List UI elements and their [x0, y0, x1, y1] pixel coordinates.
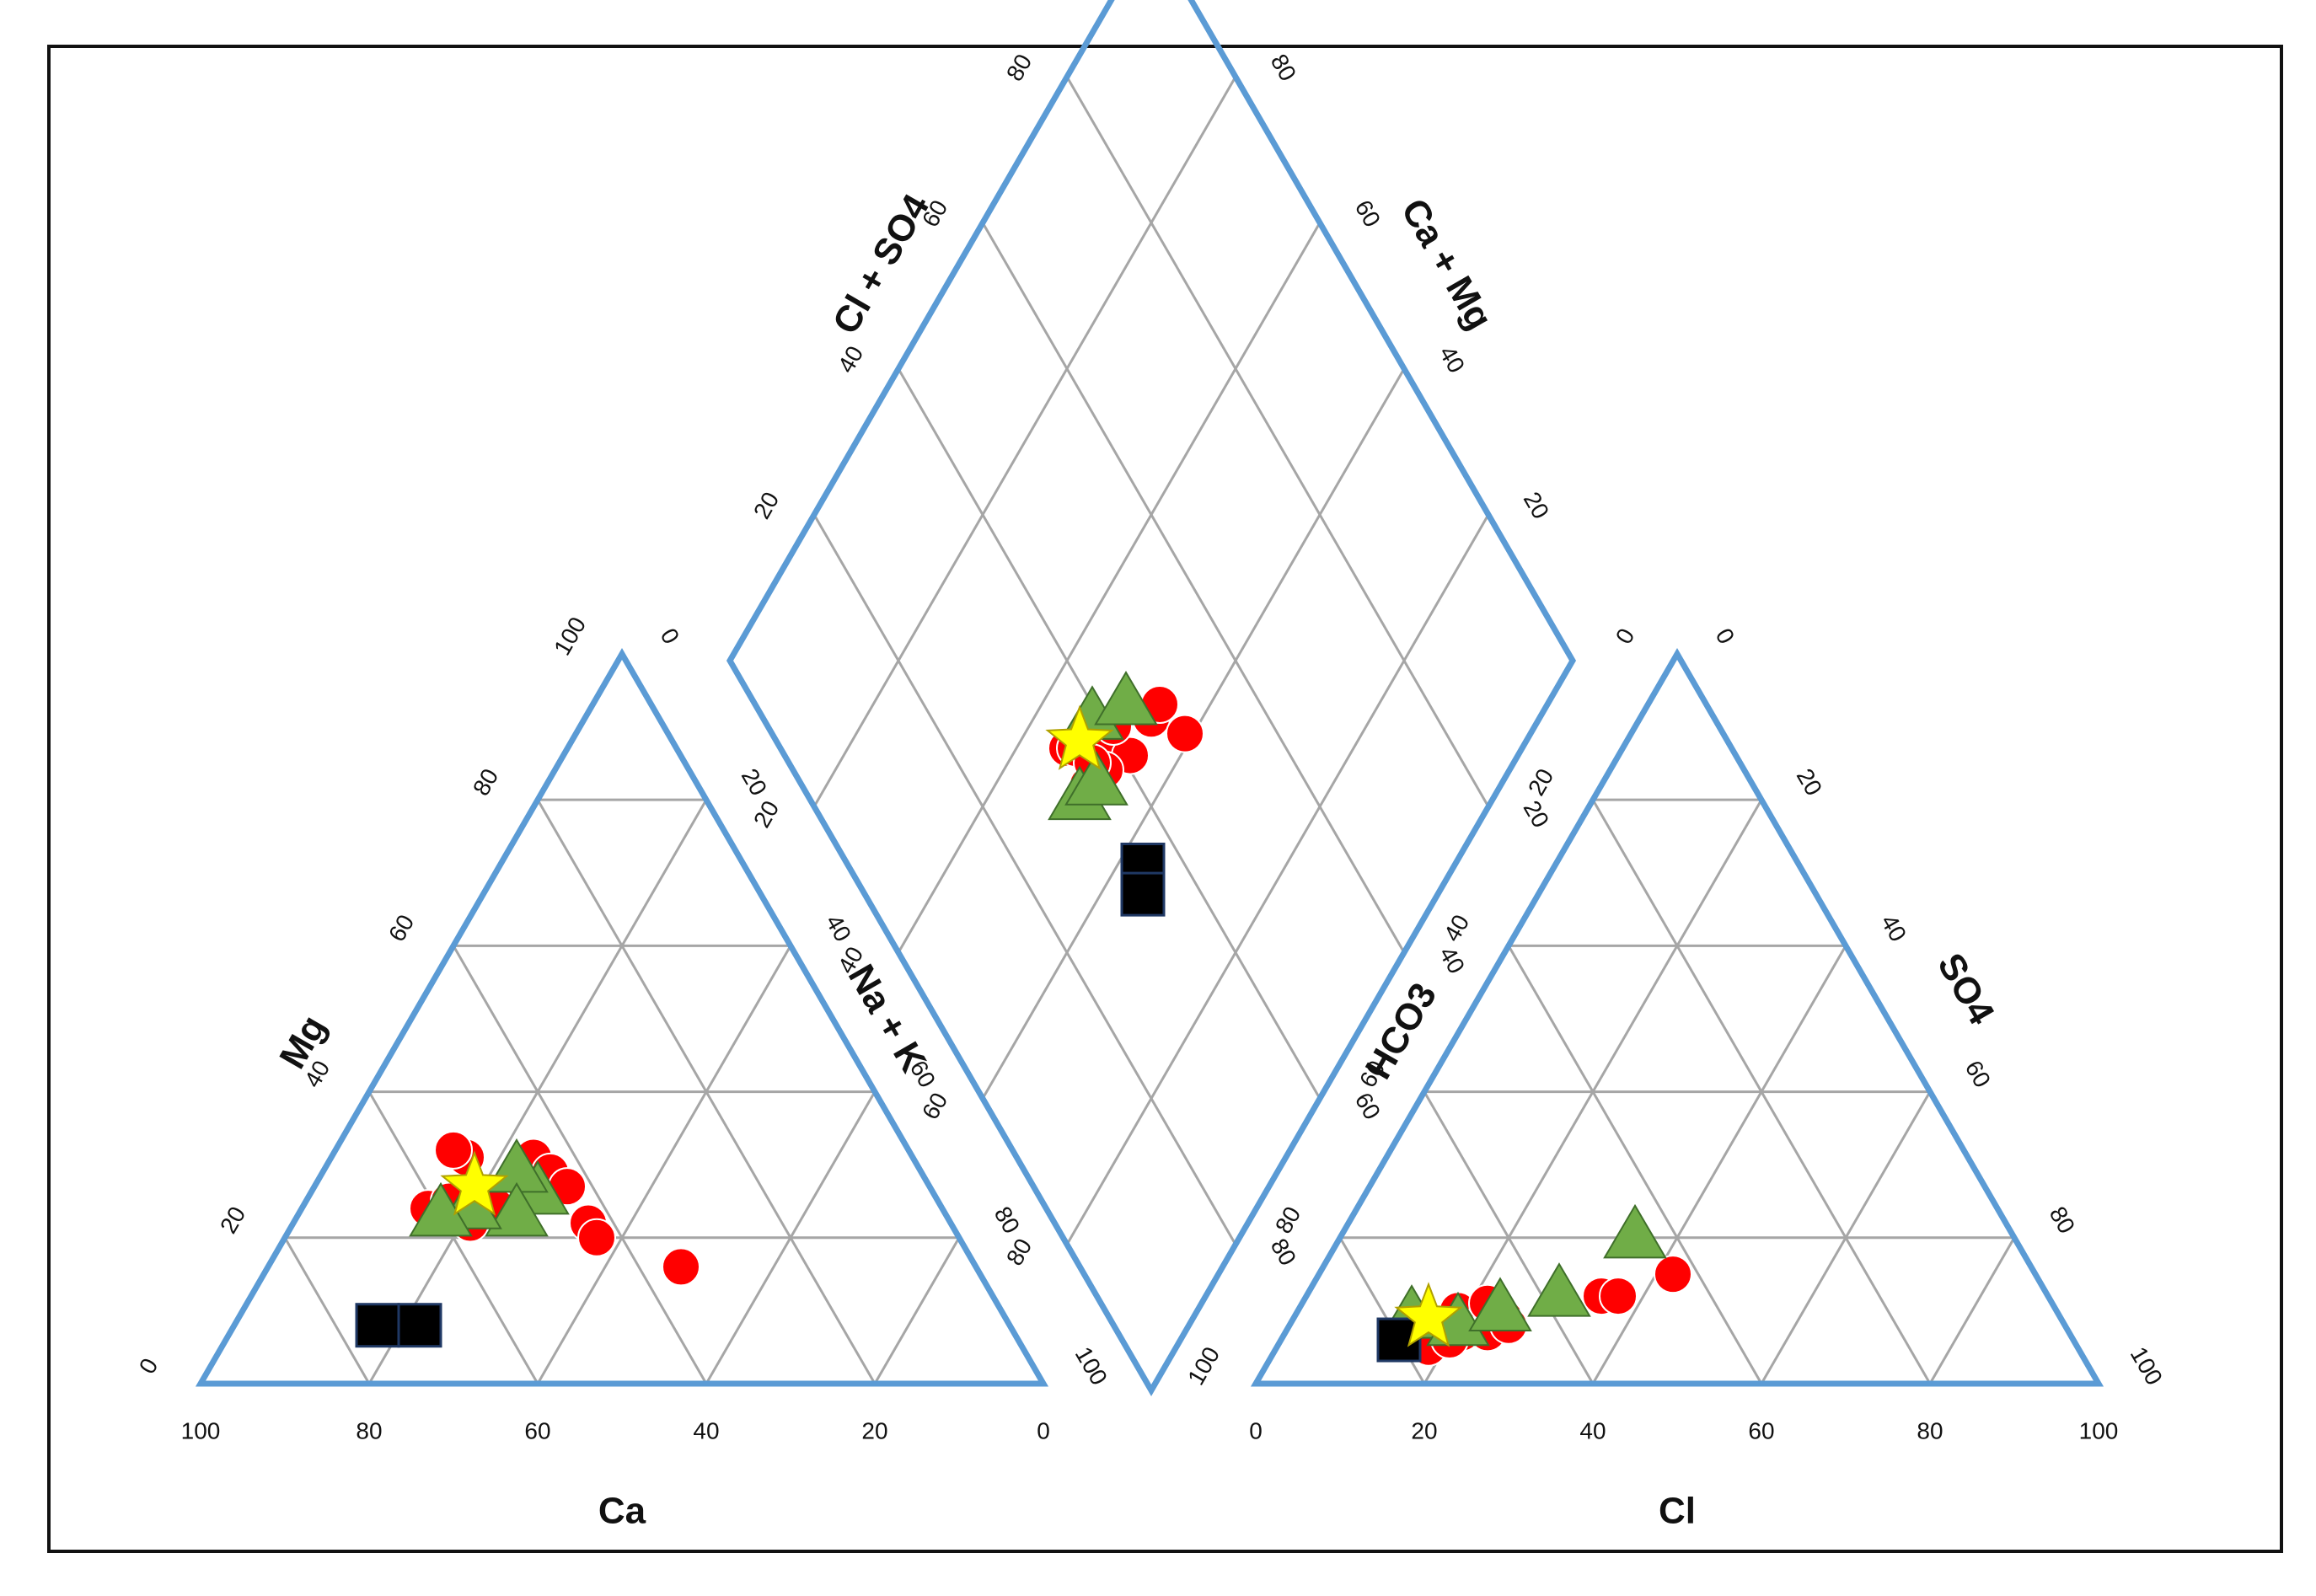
cation-grid-line: [367, 1090, 539, 1384]
anion-left-title: HCO3: [1358, 976, 1445, 1085]
anion-triangle-point: [1527, 1262, 1591, 1317]
anion-bottom-tick: 20: [1411, 1417, 1437, 1443]
cation-right-tick: 40: [821, 910, 856, 945]
diamond-upper-right-title: Ca + Mg: [1393, 192, 1500, 337]
anion-bottom-tick: 80: [1917, 1417, 1943, 1443]
anion-circle-point: [1654, 1255, 1692, 1294]
cation-left-tick: 80: [468, 764, 503, 800]
cation-grid-line: [283, 1237, 371, 1384]
diamond-lower-right-tick: 80: [1266, 1234, 1301, 1270]
anion-grid-line: [1423, 1090, 1595, 1384]
diamond-upper-left-tick: 80: [1001, 50, 1037, 85]
anion-right-tick: 80: [2045, 1202, 2080, 1237]
frame-layer: [195, 0, 2104, 1397]
diamond-grid-line: [897, 222, 1322, 954]
diamond-triangle-point: [1094, 670, 1158, 726]
chart-frame: [47, 45, 2283, 1553]
cation-bottom-tick: 40: [693, 1417, 719, 1443]
cation-grid-line: [873, 1237, 961, 1384]
diamond-square-point: [1120, 871, 1166, 917]
anion-bottom-tick: 100: [2079, 1417, 2119, 1443]
cation-circle-point: [434, 1130, 473, 1170]
diamond-triangle-point: [1064, 751, 1129, 806]
anion-grid-line: [1591, 945, 1847, 1384]
anion-right-title: SO4: [1929, 946, 2002, 1031]
cation-square-point: [355, 1303, 400, 1348]
anion-right-tick: 100: [2126, 1342, 2168, 1390]
cation-star-point: [440, 1150, 509, 1216]
diamond-upper-right-tick: 40: [1434, 341, 1470, 377]
anion-bottom-tick: 0: [1249, 1417, 1263, 1443]
diamond-lower-right-tick: 20: [1519, 796, 1554, 832]
anion-left-tick: 80: [1270, 1202, 1305, 1237]
cation-bottom-tick: 60: [524, 1417, 550, 1443]
cation-bottom-tick: 80: [356, 1417, 382, 1443]
anion-left-tick: 20: [1523, 764, 1558, 800]
anion-bottom-tick: 60: [1748, 1417, 1774, 1443]
cation-grid-line: [536, 799, 877, 1384]
cation-circle-point: [577, 1218, 616, 1257]
anion-grid-line: [1507, 945, 1763, 1384]
anion-right-tick: 60: [1960, 1056, 1996, 1091]
anion-circle-point: [1599, 1277, 1638, 1316]
anion-left-tick: 0: [1611, 624, 1640, 648]
cation-right-tick: 20: [737, 764, 772, 800]
cation-left-tick: 100: [549, 613, 591, 660]
anion-square-point: [1376, 1317, 1422, 1363]
cation-bottom-tick: 0: [1037, 1417, 1050, 1443]
diamond-upper-left-title: Cl + SO4: [825, 187, 938, 341]
anion-star-point: [1394, 1282, 1463, 1347]
anion-right-tick: 0: [1711, 624, 1740, 648]
anion-triangle: [1250, 647, 2104, 1387]
cation-triangle: [195, 647, 1049, 1387]
diamond-upper-right-tick: 80: [1266, 50, 1301, 85]
diamond-lower-right-tick: 40: [1434, 942, 1470, 977]
diamond: [726, 0, 1577, 1397]
cation-grid-line: [452, 945, 708, 1384]
diamond-circle-point: [1166, 714, 1204, 753]
anion-grid-line: [1928, 1237, 2016, 1384]
cation-square-point: [397, 1303, 442, 1348]
cation-left-tick: 20: [215, 1202, 250, 1237]
diamond-lower-left-tick: 60: [917, 1088, 952, 1123]
diamond-grid-line: [812, 76, 1237, 807]
diamond-upper-right-tick: 20: [1519, 487, 1554, 522]
diamond-grid-line: [1065, 76, 1490, 807]
cation-grid-line: [536, 945, 792, 1384]
diamond-upper-left-tick: 20: [748, 487, 784, 522]
cation-bottom-tick: 20: [861, 1417, 887, 1443]
anion-bottom-tick: 40: [1579, 1417, 1606, 1443]
diamond-grid-line: [981, 222, 1406, 954]
cation-triangle-point: [485, 1181, 549, 1237]
anion-right-tick: 40: [1876, 910, 1911, 945]
diamond-lower-left-tick: 20: [748, 796, 784, 832]
anion-triangle-point: [1468, 1277, 1532, 1331]
grid-layer: [283, 76, 2016, 1384]
cation-bottom-tick: 100: [181, 1417, 221, 1443]
anion-left-tick: 40: [1439, 910, 1474, 945]
data-points: [355, 670, 1692, 1367]
cation-right-tick: 100: [1070, 1342, 1112, 1390]
diamond-grid-line: [812, 514, 1237, 1245]
cation-right-tick: 0: [656, 624, 685, 648]
anion-triangle-point: [1603, 1203, 1667, 1259]
diamond-grid-line: [1065, 514, 1490, 1245]
anion-grid-line: [1591, 799, 1932, 1384]
cation-left-tick: 0: [134, 1353, 164, 1378]
cation-left-tick: 60: [383, 910, 419, 945]
anion-left-tick: 100: [1182, 1342, 1225, 1390]
cation-right-tick: 80: [989, 1202, 1025, 1237]
anion-bottom-title: Cl: [1659, 1491, 1696, 1532]
diamond-lower-left-tick: 80: [1001, 1234, 1037, 1270]
anion-right-tick: 20: [1792, 764, 1827, 800]
cation-bottom-title: Ca: [598, 1491, 646, 1532]
cation-circle-point: [662, 1247, 700, 1287]
diamond-lower-right-tick: 60: [1350, 1088, 1386, 1123]
diamond-upper-left-tick: 40: [833, 341, 868, 377]
diamond-star-point: [1045, 704, 1114, 770]
diamond-upper-right-tick: 60: [1350, 195, 1386, 231]
